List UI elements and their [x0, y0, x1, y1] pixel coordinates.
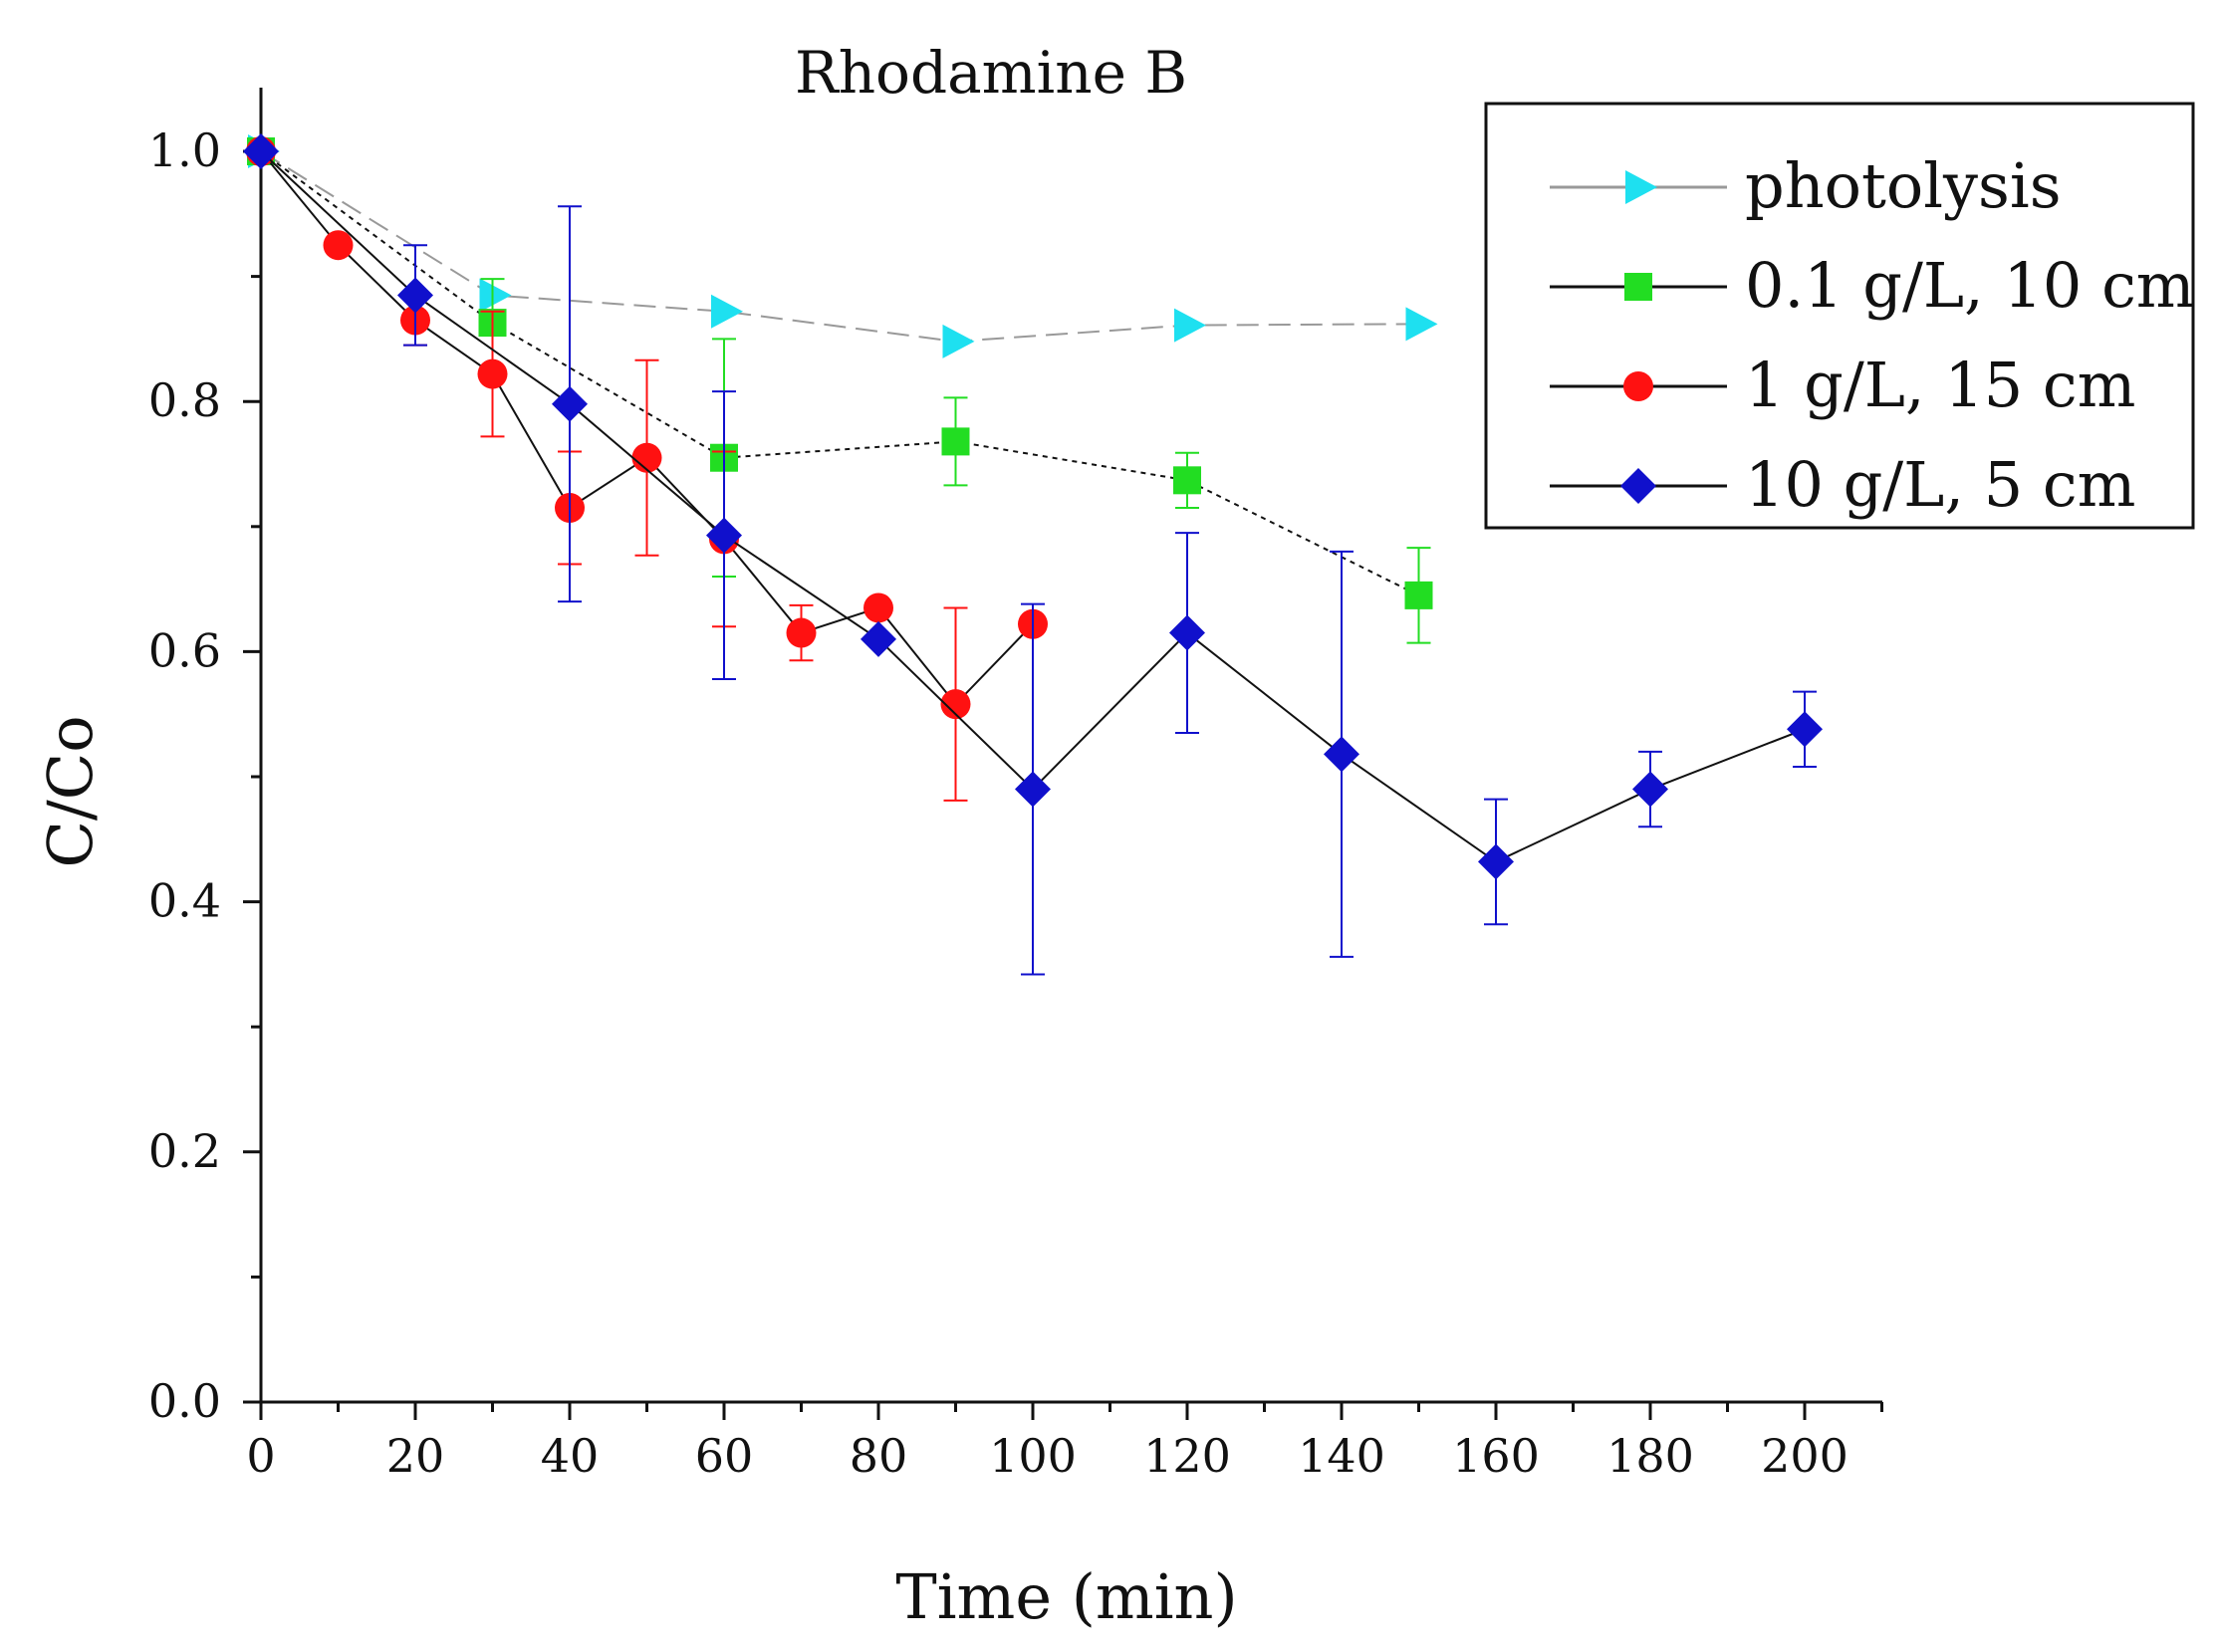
x-axis-label: Time (min) [895, 1560, 1237, 1633]
axes: 0 20 40 60 80 100 120 140 160 180 200 0.0 0.2 0.4 0.6 0… [148, 88, 1883, 1483]
y-tick-label: 0.6 [148, 623, 221, 677]
y-tick-label: 0.0 [148, 1374, 221, 1428]
data-point [397, 277, 433, 314]
legend-box [1484, 102, 2195, 530]
legend-marker [1620, 468, 1656, 504]
legend-item-1: 0.1 g/L, 10 cm [1550, 249, 2195, 322]
series-line [260, 150, 1419, 343]
legend-item-0: photolysis [1550, 149, 2062, 222]
data-point [1169, 614, 1205, 651]
data-point [1404, 581, 1433, 609]
data-point [323, 230, 354, 261]
x-tick-label: 160 [1452, 1429, 1540, 1483]
y-tick-label: 0.8 [148, 373, 221, 427]
data-point [243, 133, 279, 169]
data-point [1174, 308, 1206, 343]
x-tick-label: 40 [541, 1429, 600, 1483]
data-point [940, 689, 971, 720]
y-tick-label: 0.4 [148, 874, 221, 928]
x-tick-label: 120 [1143, 1429, 1231, 1483]
legend-label: 0.1 g/L, 10 cm [1745, 249, 2195, 322]
y-axis-label: C/Co [34, 715, 107, 867]
legend: photolysis 0.1 g/L, 10 cm 1 g/L, 15 cm 10 g… [1484, 102, 2195, 530]
data-point [477, 358, 508, 389]
x-tick-label: 100 [989, 1429, 1077, 1483]
data-point [479, 278, 512, 313]
legend-marker [1623, 371, 1653, 401]
series-3 [243, 133, 1823, 976]
data-point [942, 324, 975, 358]
data-point [631, 442, 662, 473]
legend-marker [1625, 170, 1657, 204]
data-point [706, 517, 742, 554]
data-point [552, 385, 588, 422]
series-1 [247, 137, 1433, 644]
legend-label: photolysis [1745, 149, 2062, 222]
data-point [1787, 711, 1823, 748]
y-tick-label: 0.2 [148, 1124, 221, 1178]
data-point [786, 617, 817, 648]
series-layer [243, 133, 1823, 976]
data-point [941, 427, 970, 456]
x-tick-label: 60 [695, 1429, 754, 1483]
data-point [1632, 771, 1668, 808]
data-point [1478, 843, 1514, 880]
x-tick-label: 80 [850, 1429, 908, 1483]
data-point [863, 592, 893, 623]
data-point [1173, 466, 1201, 495]
data-point [1324, 736, 1359, 773]
x-tick-label: 140 [1298, 1429, 1385, 1483]
x-tick-label: 0 [246, 1429, 275, 1483]
data-point [1015, 771, 1051, 808]
legend-label: 10 g/L, 5 cm [1745, 448, 2135, 521]
legend-item-3: 10 g/L, 5 cm [1550, 448, 2135, 521]
x-tick-label: 20 [386, 1429, 445, 1483]
series-line [260, 150, 1419, 596]
data-point [711, 294, 743, 329]
data-point [861, 620, 896, 657]
y-tick-label: 1.0 [148, 123, 221, 177]
chart-title: Rhodamine B [795, 39, 1187, 107]
data-point [1405, 307, 1438, 342]
x-tick-label: 200 [1761, 1429, 1848, 1483]
x-tick-label: 180 [1606, 1429, 1694, 1483]
legend-item-2: 1 g/L, 15 cm [1550, 349, 2135, 421]
legend-marker [1624, 273, 1652, 301]
legend-label: 1 g/L, 15 cm [1745, 349, 2135, 421]
